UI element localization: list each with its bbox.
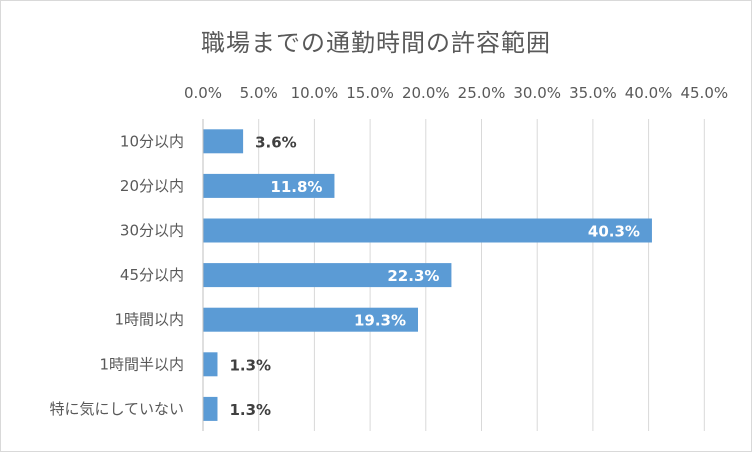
category-label: 10分以内 bbox=[120, 132, 184, 150]
x-tick-label: 40.0% bbox=[625, 84, 673, 102]
bar bbox=[203, 218, 652, 243]
bar bbox=[203, 263, 452, 288]
data-label: 1.3% bbox=[229, 401, 271, 419]
category-label: 特に気にしていない bbox=[49, 400, 184, 418]
data-label: 22.3% bbox=[387, 267, 439, 285]
chart-title: 職場までの通勤時間の許容範囲 bbox=[201, 29, 551, 57]
x-tick-label: 10.0% bbox=[291, 84, 339, 102]
x-tick-label: 45.0% bbox=[680, 84, 728, 102]
x-tick-label: 35.0% bbox=[569, 84, 617, 102]
x-tick-label: 30.0% bbox=[513, 84, 561, 102]
bar bbox=[203, 173, 335, 198]
x-tick-label: 0.0% bbox=[184, 84, 222, 102]
bar bbox=[203, 307, 419, 332]
data-label: 40.3% bbox=[588, 223, 640, 241]
bar bbox=[203, 352, 218, 377]
x-tick-label: 25.0% bbox=[458, 84, 506, 102]
category-label: 30分以内 bbox=[120, 222, 184, 240]
category-label: 45分以内 bbox=[120, 266, 184, 284]
bar bbox=[203, 129, 244, 154]
data-label: 3.6% bbox=[255, 133, 297, 151]
x-tick-label: 5.0% bbox=[240, 84, 278, 102]
x-tick-label: 15.0% bbox=[346, 84, 394, 102]
data-label: 11.8% bbox=[270, 178, 322, 196]
data-label: 19.3% bbox=[354, 312, 406, 330]
category-label: 1時間半以内 bbox=[99, 355, 184, 373]
category-label: 1時間以内 bbox=[114, 311, 184, 329]
bar bbox=[203, 396, 218, 421]
data-label: 1.3% bbox=[229, 356, 271, 374]
category-label: 20分以内 bbox=[120, 177, 184, 195]
x-tick-label: 20.0% bbox=[402, 84, 450, 102]
